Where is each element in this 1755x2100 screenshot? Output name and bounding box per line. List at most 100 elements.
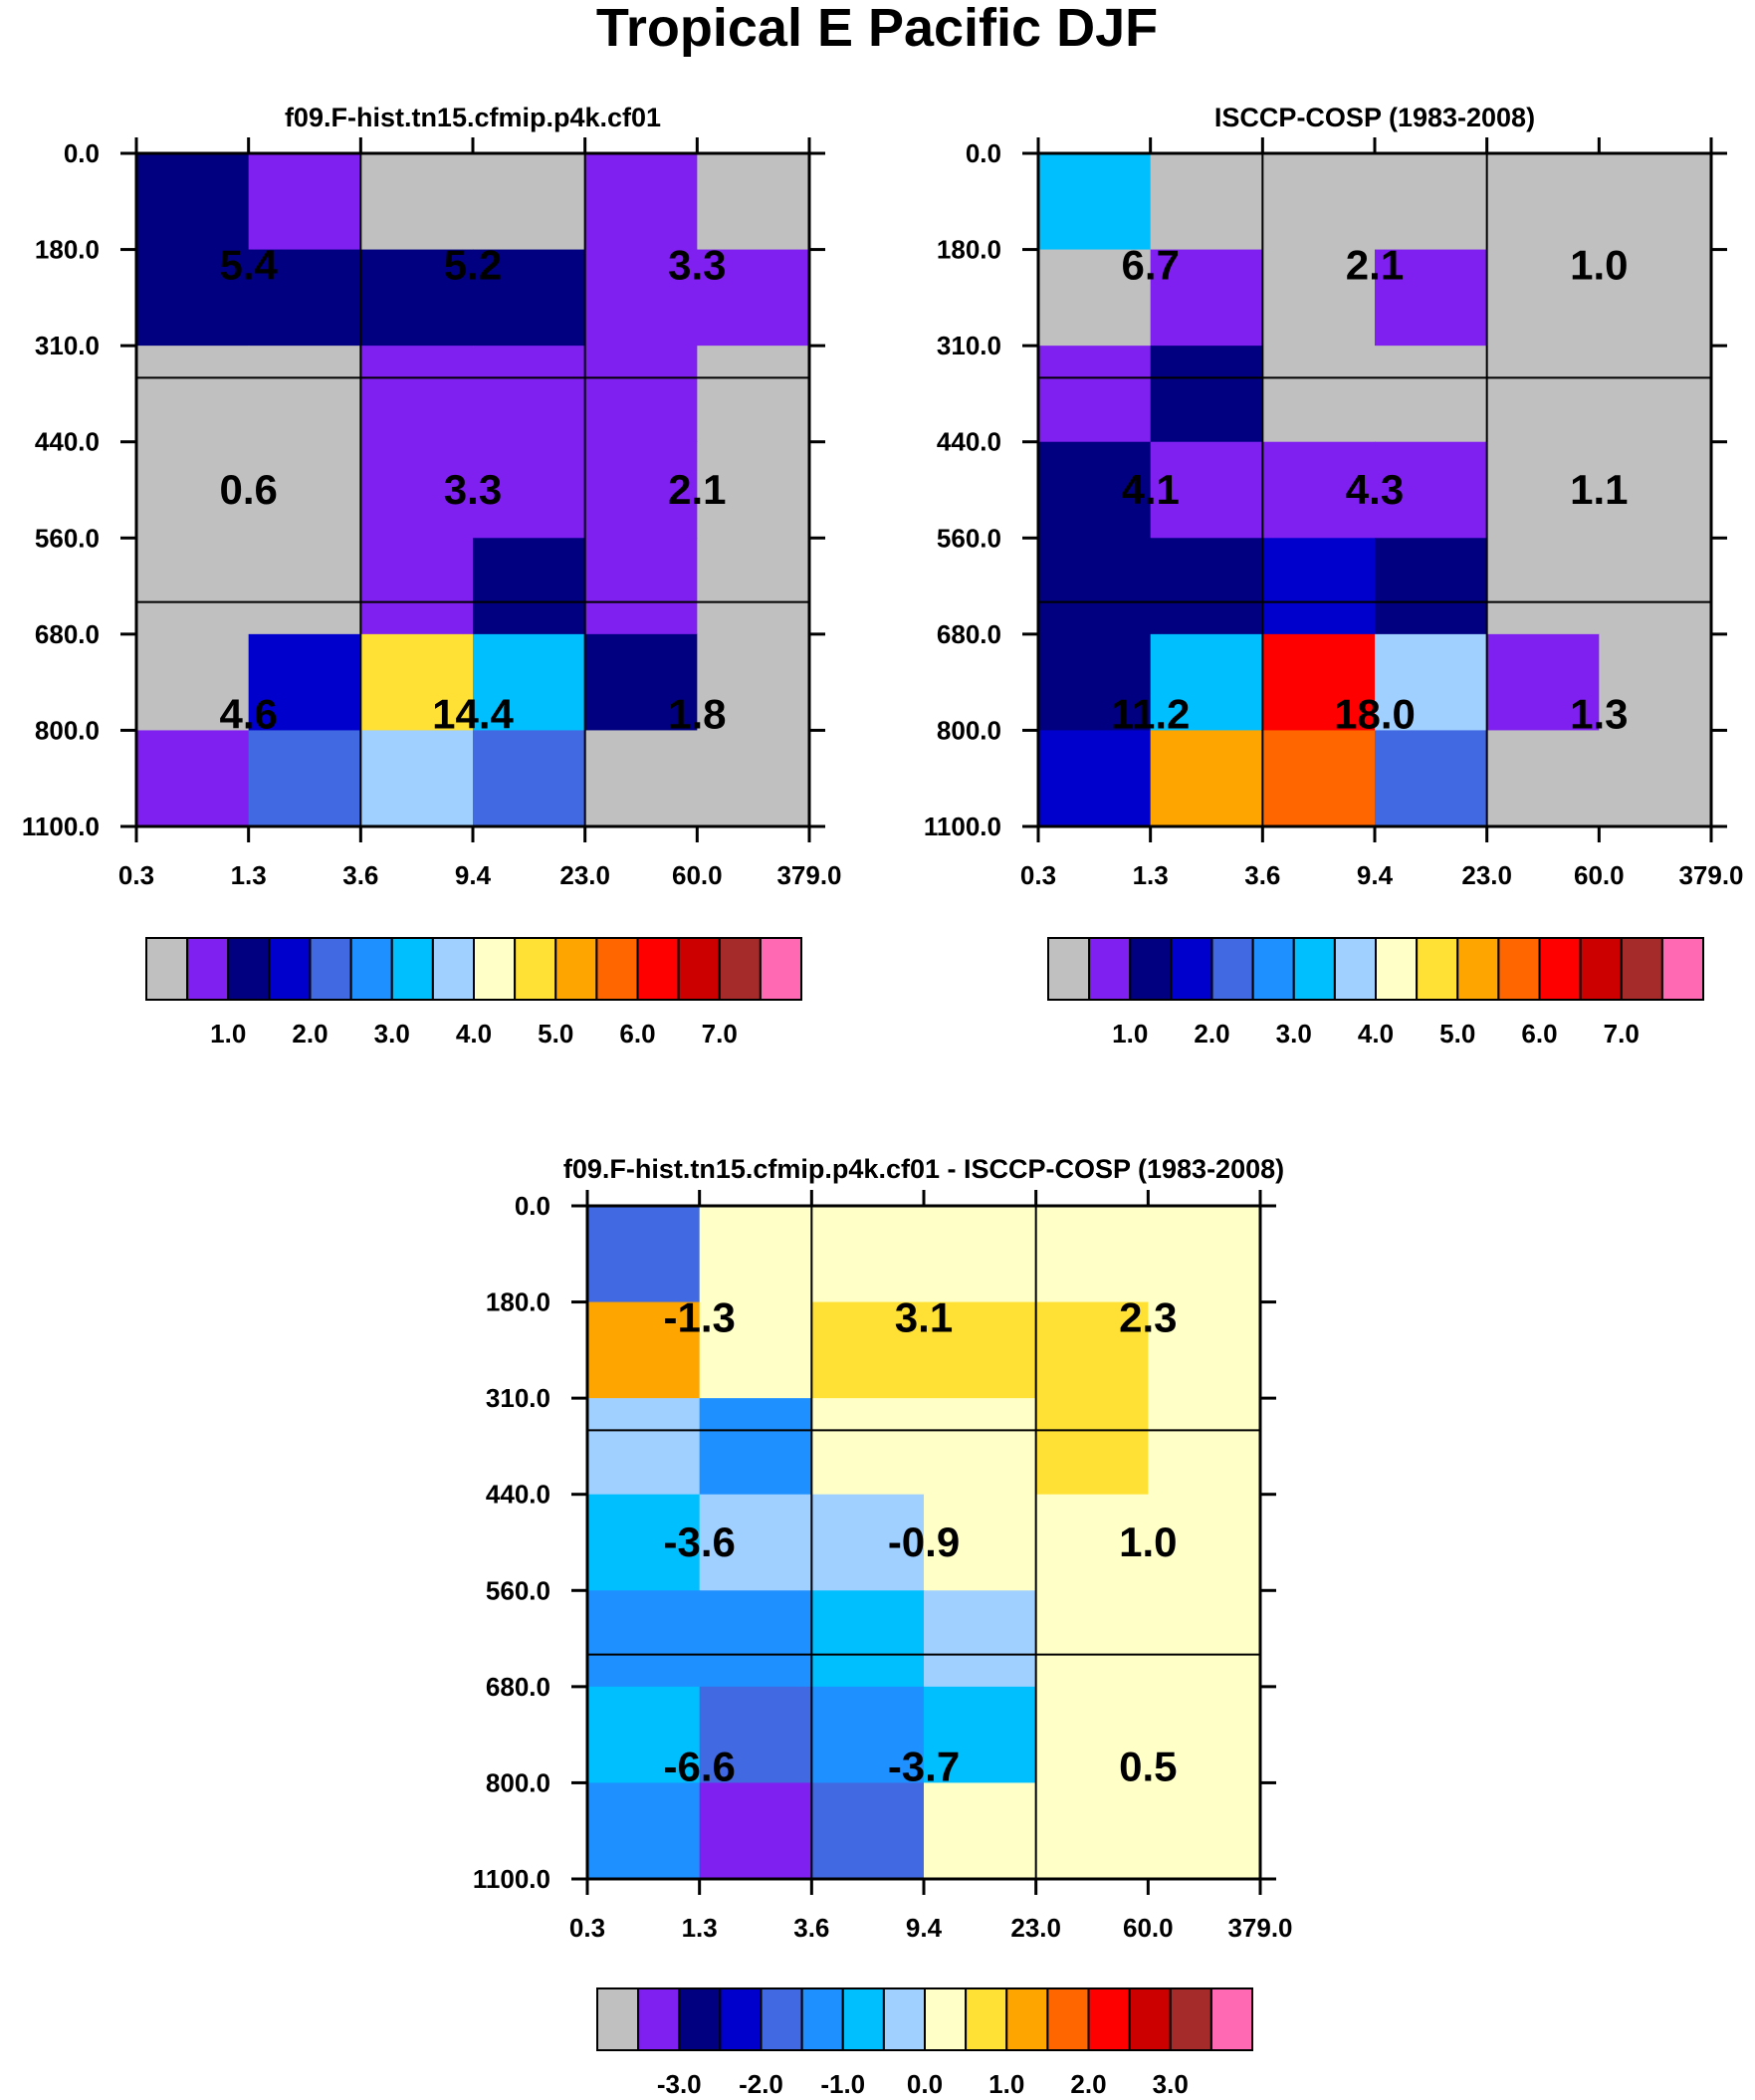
heatmap-cell [136, 730, 250, 827]
colorbar-box [760, 1987, 803, 2051]
heatmap-cell [587, 1301, 701, 1399]
y-tick-label: 800.0 [937, 715, 1001, 745]
heatmap-cell [924, 1590, 1037, 1688]
colorbar-box [145, 937, 189, 1001]
heatmap-cell [1150, 730, 1263, 827]
y-tick-label: 560.0 [937, 523, 1001, 553]
heatmap-cell [924, 1782, 1037, 1880]
x-tick-label: 60.0 [1123, 1913, 1174, 1943]
colorbar-box [965, 1987, 1008, 2051]
heatmap-cell [360, 633, 474, 732]
heatmap-cell [1262, 633, 1376, 732]
heatmap-cell [1599, 153, 1712, 251]
heatmap-cell [924, 1398, 1037, 1496]
colorbar-box [1170, 937, 1213, 1001]
heatmap-cell [697, 441, 810, 539]
block-value: 1.0 [1119, 1518, 1177, 1565]
heatmap-cell [584, 346, 698, 443]
heatmap-cell [1038, 441, 1152, 539]
x-tick-label: 1.3 [231, 860, 267, 890]
block-value: 0.5 [1119, 1743, 1177, 1789]
block-value: 4.3 [1346, 466, 1404, 513]
colorbar-label: 2.0 [1194, 1019, 1229, 1049]
heatmap-cell [1150, 441, 1263, 539]
colorbar-box [759, 937, 802, 1001]
heatmap-cell [1599, 346, 1712, 443]
block-value: -3.6 [663, 1518, 735, 1565]
heatmap-cell [697, 249, 810, 347]
colorbar-box [1456, 937, 1500, 1001]
y-tick-label: 310.0 [937, 331, 1001, 360]
heatmap-cell [1038, 346, 1152, 443]
colorbar-box [514, 937, 557, 1001]
heatmap-cell [699, 1206, 812, 1303]
heatmap-cell [811, 1301, 925, 1399]
block-value: 3.3 [668, 242, 726, 289]
colorbar-box [882, 1987, 926, 2051]
heatmap-cell [584, 153, 698, 251]
heatmap-cell [248, 153, 361, 251]
heatmap-cell [136, 249, 250, 347]
block-value: 3.3 [444, 466, 502, 513]
heatmap-cell [1486, 538, 1600, 635]
colorbar-label: 1.0 [1112, 1019, 1148, 1049]
heatmap-cell [136, 153, 250, 251]
block-value: 1.8 [668, 690, 726, 737]
block-value: -3.7 [888, 1743, 960, 1789]
heatmap-cell [1599, 633, 1712, 732]
y-tick-label: 0.0 [966, 138, 1001, 168]
heatmap-cell [1262, 538, 1376, 635]
y-tick-label: 440.0 [937, 427, 1001, 457]
heatmap-cell [587, 1398, 701, 1496]
heatmap-cell [1148, 1301, 1261, 1399]
x-tick-label: 23.0 [1461, 860, 1512, 890]
x-tick-label: 23.0 [559, 860, 610, 890]
heatmap-cell [1262, 153, 1376, 251]
heatmap-cell [1262, 249, 1376, 347]
x-tick-label: 1.3 [682, 1913, 718, 1943]
heatmap-cell [811, 1590, 925, 1688]
colorbar-box [473, 937, 517, 1001]
colorbar-label: 6.0 [619, 1019, 655, 1049]
heatmap-cell [1375, 730, 1488, 827]
y-tick-label: 440.0 [486, 1480, 550, 1510]
heatmap-cell [1035, 1494, 1149, 1591]
colorbar-box [268, 937, 312, 1001]
heatmap-cell [699, 1686, 812, 1784]
block-value: 2.1 [668, 466, 726, 513]
heatmap-cell [1035, 1590, 1149, 1688]
heatmap-cell [1262, 441, 1376, 539]
colorbar-box [1292, 937, 1336, 1001]
heatmap-cell [1150, 633, 1263, 732]
colorbar-box [1209, 1987, 1253, 2051]
colorbar-box [596, 1987, 640, 2051]
x-tick-label: 379.0 [776, 860, 841, 890]
heatmap-cell [1486, 441, 1600, 539]
plot-title: ISCCP-COSP (1983-2008) [1214, 103, 1535, 132]
heatmap-cell [360, 249, 474, 347]
x-tick-label: 60.0 [672, 860, 723, 890]
colorbar-box [1210, 937, 1254, 1001]
y-tick-label: 800.0 [35, 715, 100, 745]
heatmap-cell [587, 1494, 701, 1591]
x-tick-label: 23.0 [1010, 1913, 1061, 1943]
x-tick-label: 0.3 [1020, 860, 1056, 890]
colorbar-box [1251, 937, 1295, 1001]
heatmap-cell [1262, 346, 1376, 443]
colorbar-box [1128, 1987, 1172, 2051]
heatmap-cell [1599, 441, 1712, 539]
colorbar-box [554, 937, 598, 1001]
heatmap-cell [1035, 1686, 1149, 1784]
colorbar-label: 5.0 [538, 1019, 573, 1049]
heatmap-cell [811, 1782, 925, 1880]
heatmap-cell [1148, 1398, 1261, 1496]
heatmap-cell [697, 153, 810, 251]
y-tick-label: 310.0 [486, 1383, 550, 1413]
colorbar-box [349, 937, 393, 1001]
colorbar-box [1333, 937, 1377, 1001]
colorbar-box [1416, 937, 1459, 1001]
heatmap-cell [1038, 249, 1152, 347]
heatmap-cell [697, 730, 810, 827]
heatmap-cell [699, 1590, 812, 1688]
colorbar-box [1047, 937, 1091, 1001]
